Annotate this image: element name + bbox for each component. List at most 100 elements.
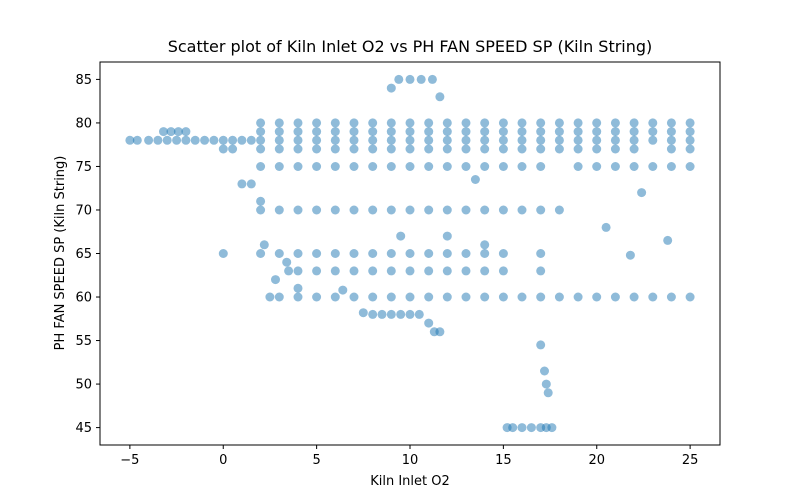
data-point [480,127,490,137]
data-point [218,144,228,154]
data-point [358,308,368,318]
data-point [330,249,340,258]
x-tick-label: 0 [219,453,227,468]
data-point [414,309,424,319]
data-point [685,144,695,154]
data-point [330,135,340,145]
data-point [386,127,396,137]
data-point [442,266,452,276]
data-point [536,127,546,137]
data-point [480,266,490,276]
data-point [498,205,508,215]
data-point [394,74,404,84]
data-point [442,135,452,145]
data-point [517,205,527,215]
y-tick-label: 55 [75,334,92,349]
data-point [405,292,415,302]
data-point [386,83,396,93]
data-point [435,92,445,102]
data-point [256,249,266,258]
data-point [442,249,452,258]
data-point [592,118,602,128]
data-point [274,162,284,171]
data-point [637,188,647,198]
data-point [293,266,303,276]
data-point [517,423,527,433]
data-point [498,266,508,276]
data-point [536,135,546,145]
data-point [405,309,415,319]
data-point [256,205,266,215]
data-point [293,144,303,154]
data-point [396,231,406,241]
data-point [218,249,228,258]
y-tick-label: 70 [75,203,92,218]
data-point [274,118,284,128]
data-point [592,144,602,154]
data-point [610,118,620,128]
data-point [405,135,415,145]
data-point [666,118,676,128]
data-point [256,118,266,128]
data-point [442,205,452,215]
data-point [386,118,396,128]
data-point [368,135,378,145]
data-point [349,266,359,276]
data-point [293,249,303,258]
data-point [480,249,490,258]
data-point [405,74,415,84]
data-point [517,127,527,137]
chart-title: Scatter plot of Kiln Inlet O2 vs PH FAN … [168,37,653,56]
data-point [330,205,340,215]
data-point [424,135,434,145]
data-point [648,135,658,145]
data-point [648,292,658,302]
data-point [190,135,200,145]
data-point [610,162,620,171]
data-point [629,144,639,154]
data-point [498,162,508,171]
data-point [293,292,303,302]
x-axis-title: Kiln Inlet O2 [370,474,450,489]
data-point [293,205,303,215]
data-point [386,309,396,319]
data-point [330,118,340,128]
data-point [162,135,172,145]
data-point [172,135,182,145]
data-point [312,292,322,302]
data-point [554,118,564,128]
data-point [153,135,163,145]
data-point [349,249,359,258]
data-point [237,179,247,189]
data-point [461,249,471,258]
data-point [517,292,527,302]
data-point [405,249,415,258]
data-point [312,118,322,128]
data-point [274,205,284,215]
data-point [368,144,378,154]
x-tick-label: 15 [495,453,512,468]
data-point [554,127,564,137]
data-point [442,162,452,171]
data-point [573,292,583,302]
data-point [517,118,527,128]
data-point [386,162,396,171]
data-point [386,205,396,215]
y-tick-label: 45 [75,421,92,436]
data-point [132,135,142,145]
data-point [536,162,546,171]
data-point [368,249,378,258]
data-point [349,127,359,137]
data-point [181,127,191,137]
data-point [386,144,396,154]
data-point [405,127,415,137]
data-point [592,292,602,302]
data-point [629,127,639,137]
data-point [461,205,471,215]
data-point [274,292,284,302]
data-point [284,266,294,276]
data-point [368,309,378,319]
data-point [610,135,620,145]
data-point [209,135,219,145]
